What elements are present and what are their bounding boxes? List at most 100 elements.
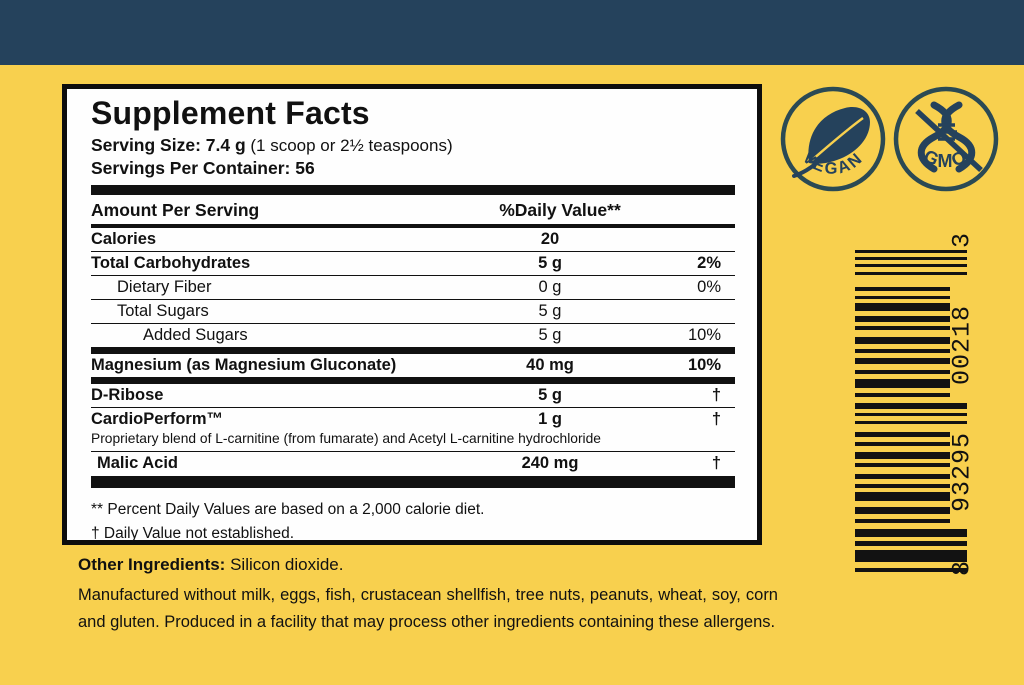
- barcode-bar: [855, 529, 967, 537]
- divider-bar: [91, 377, 735, 385]
- barcode-bar: [855, 568, 967, 572]
- nutrient-amount: 5 g: [538, 302, 562, 321]
- divider-bar: [91, 347, 735, 355]
- nutrient-amount: 1 g: [538, 410, 562, 429]
- servings-per-container-line: Servings Per Container: 56: [91, 158, 315, 179]
- barcode-bar: [855, 403, 967, 409]
- barcode-bar: [855, 463, 950, 467]
- barcode-bar: [855, 484, 950, 488]
- barcode-bar: [855, 421, 967, 424]
- barcode-bar: [855, 393, 950, 397]
- barcode-bar: [855, 432, 950, 437]
- nutrient-amount: 5 g: [538, 386, 562, 405]
- barcode-bar: [855, 541, 967, 546]
- nutrient-name: Added Sugars: [143, 326, 248, 345]
- barcode-bar: [855, 452, 950, 459]
- nutrient-daily-value: †: [711, 410, 721, 429]
- barcode-bar: [855, 507, 950, 514]
- barcode-bar: [855, 250, 967, 253]
- table-row: Calories 20: [91, 228, 735, 253]
- table-row: Total Sugars 5 g: [91, 300, 735, 325]
- nutrition-rows: Calories 20 Total Carbohydrates 5 g 2% Dietar…: [91, 228, 735, 489]
- serving-size-line: Serving Size: 7.4 g (1 scoop or 2½ teasp…: [91, 134, 735, 157]
- nutrient-daily-value: †: [711, 454, 721, 473]
- barcode-bar: [855, 264, 967, 267]
- barcode-digit-first: 8: [947, 559, 977, 577]
- nutrient-daily-value: 10%: [687, 326, 721, 345]
- vegan-badge: VEGAN: [780, 86, 886, 192]
- barcode-bar: [855, 442, 950, 446]
- nutrient-amount: 240 mg: [521, 454, 579, 473]
- allergen-statement: Manufactured without milk, eggs, fish, c…: [78, 586, 778, 631]
- nutrient-amount: 20: [540, 230, 560, 249]
- barcode-bar: [855, 272, 967, 275]
- barcode-bar: [855, 296, 950, 299]
- divider-bar: [91, 476, 735, 489]
- barcode-bar: [855, 326, 950, 330]
- gmo-label: GMO: [921, 146, 969, 171]
- top-navy-band: [0, 0, 1024, 65]
- table-row: Added Sugars 5 g 10%: [91, 324, 735, 347]
- nutrient-amount: 0 g: [538, 278, 562, 297]
- barcode-bar: [855, 349, 950, 353]
- nutrient-name: Magnesium (as Magnesium Gluconate): [91, 356, 397, 375]
- nutrient-amount: 5 g: [538, 326, 562, 345]
- other-ingredients-value: Silicon dioxide.: [225, 555, 344, 574]
- svg-text:GMO: GMO: [921, 146, 971, 171]
- table-row: Total Carbohydrates 5 g 2%: [91, 252, 735, 277]
- nutrient-amount: 5 g: [538, 254, 562, 273]
- barcode-bar: [855, 519, 950, 523]
- barcode-bar: [855, 492, 950, 501]
- barcode-bar: [855, 379, 950, 388]
- proprietary-blend-note: Proprietary blend of L-carnitine (from f…: [91, 431, 735, 453]
- nutrient-name: Malic Acid: [97, 454, 178, 473]
- nutrient-name: Total Sugars: [117, 302, 209, 321]
- nutrient-name: Total Carbohydrates: [91, 254, 251, 273]
- barcode-bar: [855, 287, 950, 291]
- nutrient-daily-value: 0%: [697, 278, 721, 297]
- nutrient-daily-value: †: [711, 386, 721, 405]
- header-daily-value: %Daily Value**: [499, 200, 621, 221]
- table-row: Malic Acid 240 mg †: [91, 452, 735, 475]
- nutrient-amount: 40 mg: [526, 356, 574, 375]
- barcode-bar: [855, 413, 967, 416]
- other-ingredients-line: Other Ingredients: Silicon dioxide.: [78, 555, 798, 575]
- nutrient-daily-value: 10%: [687, 356, 721, 375]
- other-ingredients-label: Other Ingredients:: [78, 555, 226, 574]
- upc-barcode: 3 00218 93295 8: [855, 225, 985, 585]
- footnote-dagger: † Daily Value not established.: [91, 524, 295, 542]
- barcode-bar: [855, 257, 967, 260]
- nutrient-name: Calories: [91, 230, 157, 249]
- barcode-bar: [855, 303, 950, 311]
- barcode-bar: [855, 474, 950, 479]
- thick-divider-bar: [91, 185, 735, 196]
- barcode-bar: [855, 550, 967, 562]
- serving-size-note: (1 scoop or 2½ teaspoons): [250, 135, 453, 155]
- leaf-icon: [792, 107, 870, 178]
- gmo-badge: GMO: [893, 86, 999, 192]
- footnotes: ** Percent Daily Values are based on a 2…: [91, 498, 735, 545]
- serving-size-label: Serving Size: 7.4 g: [91, 134, 246, 155]
- table-row: D-Ribose 5 g †: [91, 384, 735, 409]
- header-amount-per-serving: Amount Per Serving: [91, 200, 260, 221]
- gmo-circle: [893, 86, 999, 192]
- barcode-bar: [855, 358, 950, 364]
- table-row: Dietary Fiber 0 g 0%: [91, 276, 735, 301]
- vegan-circle: [780, 86, 886, 192]
- nutrient-name: D-Ribose: [91, 386, 164, 405]
- barcode-digit-group-lower: 93295: [947, 431, 977, 513]
- panel-title: Supplement Facts: [91, 95, 370, 131]
- barcode-digit-group-upper: 00218: [947, 304, 977, 386]
- barcode-digit-check: 3: [947, 231, 977, 249]
- barcode-bar: [855, 337, 950, 344]
- table-row: CardioPerform™ 1 g †: [91, 408, 735, 431]
- nutrient-daily-value: 2%: [697, 254, 721, 273]
- supplement-facts-panel: Supplement Facts Serving Size: 7.4 g (1 …: [62, 84, 762, 545]
- table-row: Magnesium (as Magnesium Gluconate) 40 mg 1…: [91, 354, 735, 377]
- footnote-daily-values: ** Percent Daily Values are based on a 2…: [91, 501, 485, 519]
- barcode-bar: [855, 370, 950, 374]
- nutrient-name: Dietary Fiber: [117, 278, 212, 297]
- nutrient-name: CardioPerform™: [91, 410, 224, 429]
- table-header-row: Amount Per Serving %Daily Value**: [91, 195, 735, 229]
- dna-crossed-icon: [915, 101, 983, 173]
